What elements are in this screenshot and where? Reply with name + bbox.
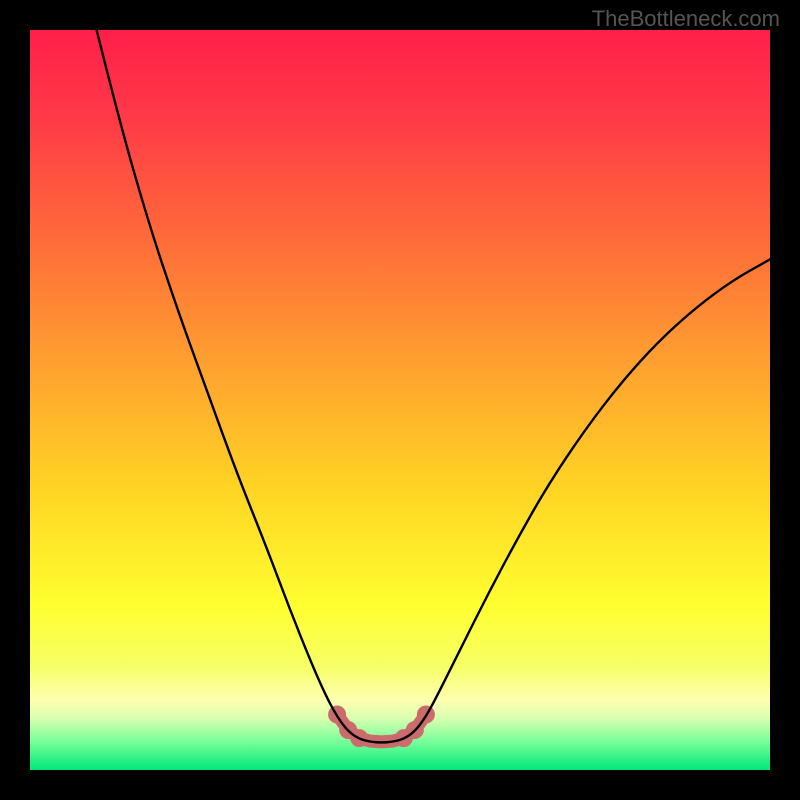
plot-frame [30,30,770,770]
gradient-background [30,30,770,770]
chart-stage: TheBottleneck.com [0,0,800,800]
plot-svg [30,30,770,770]
watermark-text: TheBottleneck.com [592,6,780,32]
